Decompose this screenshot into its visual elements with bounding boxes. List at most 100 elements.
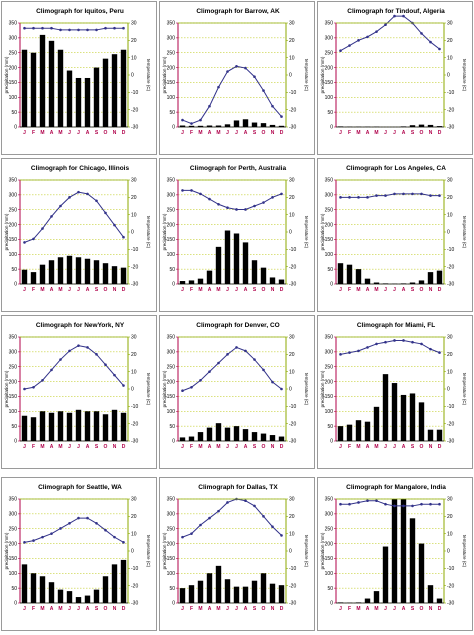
precip-tick-label: 100	[167, 409, 176, 415]
month-label: N	[113, 444, 117, 450]
precip-bar	[39, 411, 46, 441]
climograph-chart: Climograph for Denver, CO050100150200250…	[162, 322, 309, 450]
month-label: N	[113, 287, 117, 293]
temp-tick-label: 10	[447, 531, 453, 537]
precip-tick-label: 100	[167, 95, 176, 101]
temp-tick-label: 30	[289, 21, 295, 27]
precip-bar	[179, 125, 186, 127]
precip-bar	[120, 412, 127, 441]
precip-tick-label: 100	[9, 95, 18, 101]
month-label: J	[68, 287, 71, 293]
precip-tick-label: 250	[167, 207, 176, 213]
temperature-point	[357, 501, 360, 504]
temperature-point	[68, 349, 71, 353]
temperature-point	[122, 384, 125, 387]
precip-bar	[427, 124, 434, 127]
temperature-point	[41, 26, 44, 30]
chart-title: Climograph for Mangalore, India	[346, 484, 446, 491]
temp-tick-label: 20	[447, 195, 453, 201]
month-label: F	[348, 287, 351, 293]
temp-tick-label: -30	[289, 125, 296, 131]
temp-tick-label: -10	[131, 90, 138, 96]
precip-tick-label: 300	[9, 36, 18, 42]
precip-tick-label: 200	[9, 222, 18, 228]
precip-bar	[436, 429, 443, 441]
precip-bar	[242, 429, 249, 441]
temperature-line	[182, 189, 282, 210]
temp-tick-label: -30	[447, 125, 454, 131]
temp-tick-label: 20	[131, 38, 137, 44]
climograph-chart: Climograph for Iquitos, Peru050100150200…	[4, 8, 151, 136]
precip-tick-label: 0	[14, 282, 17, 288]
precip-tick-label: 50	[169, 267, 175, 273]
precip-bar	[84, 411, 91, 441]
precip-bar	[111, 409, 118, 441]
precip-bar	[215, 423, 222, 441]
month-label: F	[190, 606, 193, 612]
temp-tick-label: -20	[289, 264, 296, 270]
month-label: M	[374, 444, 378, 450]
climograph-chart: Climograph for NewYork, NY05010015020025…	[4, 322, 151, 450]
temperature-point	[226, 501, 229, 504]
precip-bar	[21, 415, 28, 441]
temp-tick-label: 20	[289, 514, 295, 520]
month-label: J	[181, 444, 184, 450]
temp-tick-label: -10	[447, 90, 454, 96]
precip-bar	[30, 272, 37, 284]
temperature-point	[208, 197, 211, 201]
temperature-point	[357, 39, 360, 42]
precip-bar	[102, 576, 109, 603]
temperature-point	[420, 192, 423, 196]
month-label: S	[253, 444, 257, 450]
month-label: J	[77, 444, 80, 450]
precip-bar	[364, 421, 371, 441]
precip-bar	[84, 258, 91, 284]
precip-bar	[197, 580, 204, 603]
precip-tick-label: 350	[167, 21, 176, 27]
month-label: F	[32, 606, 35, 612]
month-label: A	[208, 130, 212, 136]
month-label: F	[190, 130, 193, 136]
temperature-point	[86, 516, 89, 520]
temperature-point	[420, 502, 423, 506]
climograph-panel: Climograph for Iquitos, Peru 0 50 100 150 200…	[1, 1, 157, 155]
month-label: J	[235, 606, 238, 612]
temperature-point	[429, 194, 432, 197]
temperature-point	[348, 44, 351, 47]
precip-bar	[57, 411, 64, 441]
precip-bar	[382, 374, 389, 441]
temp-axis-label: temperature (C)	[462, 535, 467, 568]
precip-tick-label: 150	[9, 237, 18, 243]
precip-tick-label: 100	[9, 571, 18, 577]
month-label: S	[95, 130, 99, 136]
temp-tick-label: 10	[289, 531, 295, 537]
month-label: M	[216, 606, 220, 612]
climograph-chart: Climograph for Miami, FL0501001502002503…	[320, 322, 467, 450]
month-label: A	[86, 444, 90, 450]
temperature-point	[438, 502, 441, 506]
climograph-panel: Climograph for Los Angeles, CA 0 50 100 150 2…	[317, 158, 473, 312]
month-label: N	[113, 606, 117, 612]
climograph-chart: Climograph for Mangalore, India050100150…	[320, 484, 467, 612]
precip-bar	[75, 257, 82, 284]
precip-tick-label: 0	[172, 282, 175, 288]
month-label: J	[77, 606, 80, 612]
precip-bar	[30, 417, 37, 441]
precip-bar	[224, 427, 231, 441]
precip-axis-label: precipitation (mm)	[4, 370, 9, 407]
chart-title: Climograph for Miami, FL	[357, 322, 435, 329]
temperature-point	[348, 502, 351, 506]
month-label: M	[216, 287, 220, 293]
precip-tick-label: 300	[9, 193, 18, 199]
month-label: J	[339, 287, 342, 293]
precip-bar	[57, 257, 64, 284]
precip-bar	[48, 412, 55, 441]
precip-bar	[427, 585, 434, 603]
temp-tick-label: -10	[131, 566, 138, 572]
precip-bar	[400, 394, 407, 441]
precip-bar	[215, 125, 222, 127]
month-label: J	[235, 287, 238, 293]
precip-tick-label: 250	[325, 364, 334, 370]
month-label: D	[438, 287, 442, 293]
temperature-point	[262, 201, 265, 204]
